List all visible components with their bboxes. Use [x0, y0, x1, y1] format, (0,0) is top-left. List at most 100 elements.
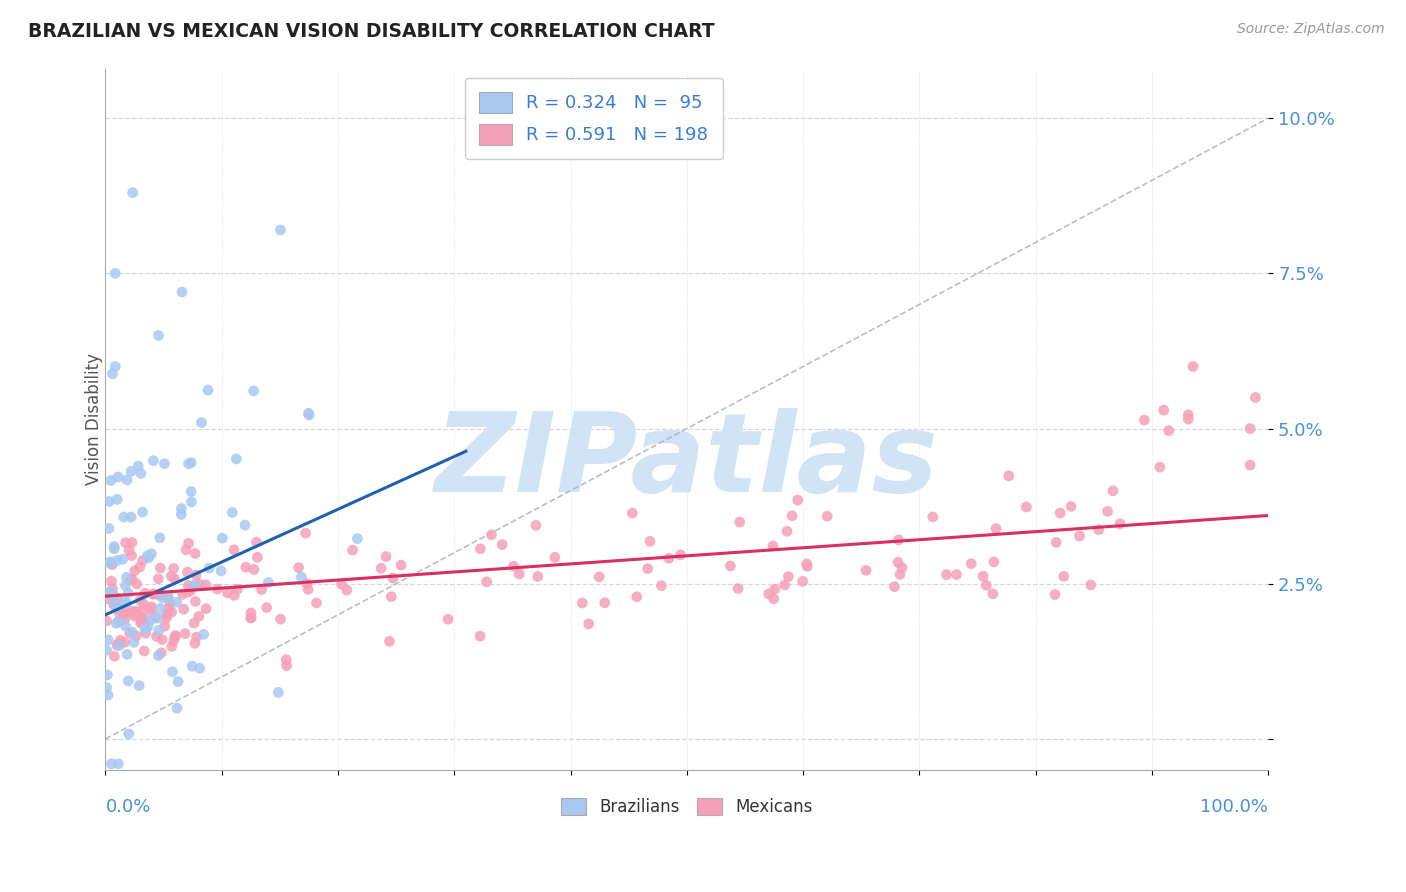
Point	[120, 604, 142, 618]
Point	[658, 551, 681, 566]
Point	[578, 616, 600, 631]
Point	[136, 620, 159, 634]
Point	[128, 560, 150, 574]
Point	[815, 509, 838, 524]
Point	[935, 567, 957, 582]
Point	[276, 658, 298, 673]
Point	[105, 492, 128, 507]
Point	[198, 561, 221, 575]
Point	[336, 583, 359, 598]
Point	[470, 541, 492, 556]
Point	[1133, 413, 1156, 427]
Point	[143, 587, 166, 601]
Point	[134, 644, 156, 658]
Point	[921, 509, 943, 524]
Point	[163, 561, 186, 575]
Point	[211, 531, 233, 545]
Point	[108, 607, 131, 621]
Point	[650, 579, 672, 593]
Point	[184, 547, 207, 561]
Point	[129, 467, 152, 481]
Point	[544, 550, 567, 565]
Point	[107, 591, 129, 606]
Point	[305, 596, 328, 610]
Point	[295, 576, 318, 591]
Text: ZIPatlas: ZIPatlas	[434, 408, 939, 515]
Point	[298, 408, 321, 422]
Point	[195, 601, 218, 615]
Point	[758, 587, 780, 601]
Point	[108, 636, 131, 650]
Point	[132, 603, 155, 617]
Point	[143, 610, 166, 624]
Point	[153, 619, 176, 633]
Point	[132, 553, 155, 567]
Point	[1045, 535, 1067, 549]
Point	[1239, 421, 1261, 435]
Point	[103, 598, 125, 612]
Text: 0.0%: 0.0%	[105, 798, 150, 816]
Point	[149, 601, 172, 615]
Point	[105, 601, 128, 615]
Point	[150, 588, 173, 602]
Point	[983, 555, 1005, 569]
Point	[184, 594, 207, 608]
Point	[166, 701, 188, 715]
Point	[193, 627, 215, 641]
Point	[1080, 578, 1102, 592]
Point	[502, 559, 524, 574]
Point	[98, 555, 121, 569]
Point	[124, 609, 146, 624]
Point	[134, 586, 156, 600]
Point	[389, 558, 412, 572]
Point	[159, 596, 181, 610]
Point	[97, 521, 120, 535]
Point	[107, 615, 129, 629]
Point	[526, 569, 548, 583]
Point	[107, 470, 129, 484]
Point	[1177, 412, 1199, 426]
Point	[134, 623, 156, 637]
Point	[1053, 569, 1076, 583]
Point	[120, 510, 142, 524]
Point	[1060, 500, 1083, 514]
Point	[638, 534, 661, 549]
Point	[146, 611, 169, 625]
Point	[887, 533, 910, 547]
Point	[181, 659, 204, 673]
Point	[1149, 460, 1171, 475]
Point	[148, 572, 170, 586]
Point	[997, 468, 1019, 483]
Point	[437, 612, 460, 626]
Point	[148, 328, 170, 343]
Point	[524, 518, 547, 533]
Point	[773, 578, 796, 592]
Point	[235, 560, 257, 574]
Point	[1244, 391, 1267, 405]
Legend: Brazilians, Mexicans: Brazilians, Mexicans	[553, 790, 821, 825]
Point	[270, 612, 292, 626]
Point	[287, 560, 309, 574]
Point	[155, 611, 177, 625]
Point	[173, 602, 195, 616]
Point	[183, 616, 205, 631]
Point	[1182, 359, 1205, 374]
Point	[188, 577, 211, 591]
Point	[97, 591, 120, 606]
Point	[100, 474, 122, 488]
Point	[180, 495, 202, 509]
Point	[108, 639, 131, 653]
Point	[762, 539, 785, 553]
Point	[225, 451, 247, 466]
Point	[508, 566, 530, 581]
Point	[141, 599, 163, 614]
Point	[149, 561, 172, 575]
Point	[125, 577, 148, 591]
Point	[177, 536, 200, 550]
Point	[976, 578, 998, 592]
Point	[136, 549, 159, 563]
Point	[269, 223, 291, 237]
Point	[1049, 506, 1071, 520]
Point	[103, 540, 125, 554]
Point	[148, 588, 170, 602]
